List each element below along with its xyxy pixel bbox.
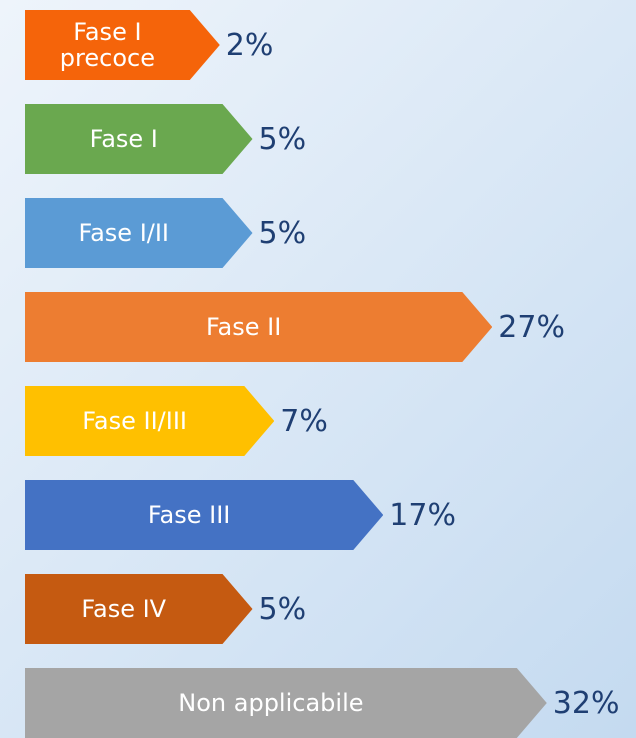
value-label: 2% <box>225 27 274 63</box>
category-label: Fase II/III <box>82 406 187 435</box>
category-label: Fase I <box>89 124 158 153</box>
arrow-bar <box>25 574 253 644</box>
arrow-bar <box>25 386 275 456</box>
arrow-bar <box>25 292 493 362</box>
arrow-bar <box>25 104 253 174</box>
category-label: Fase I precoce <box>59 17 155 72</box>
value-label: 5% <box>258 121 307 157</box>
arrow-bar <box>25 668 547 738</box>
value-label: 5% <box>258 215 307 251</box>
value-label: 27% <box>498 309 565 345</box>
category-label: Non applicabile <box>178 688 364 717</box>
value-label: 32% <box>552 685 620 721</box>
category-label: Fase IV <box>81 594 167 623</box>
value-label: 5% <box>258 591 307 627</box>
arrow-bar <box>25 480 384 550</box>
category-label: Fase II <box>205 312 282 341</box>
category-label: Fase III <box>147 500 231 529</box>
arrow-bar <box>25 10 220 80</box>
category-label: Fase I/II <box>78 218 170 247</box>
value-label: 7% <box>280 403 328 439</box>
value-label: 17% <box>389 497 456 533</box>
arrow-bar <box>25 198 253 268</box>
